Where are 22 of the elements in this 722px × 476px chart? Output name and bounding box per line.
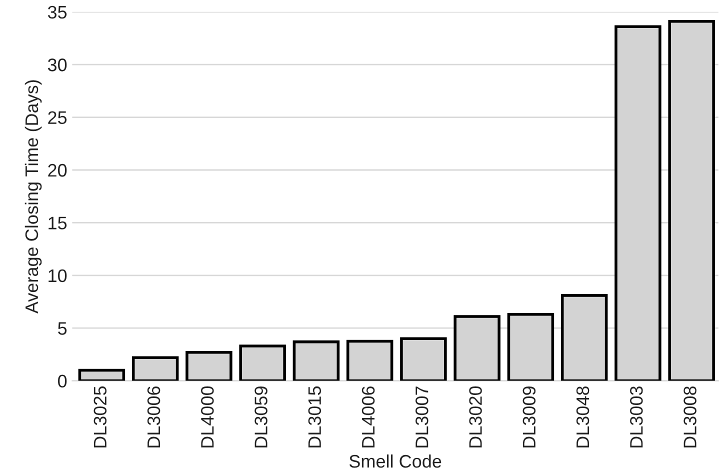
x-tick-label: DL3015: [308, 386, 322, 448]
y-tick-label: 10: [48, 269, 67, 282]
x-axis-title: Smell Code: [349, 454, 442, 468]
x-tick-label: DL3008: [684, 386, 696, 448]
y-tick-label: 25: [48, 111, 67, 124]
x-tick-label: DL3025: [94, 386, 107, 448]
y-tick-label: 15: [48, 216, 67, 230]
y-axis-title: Average Closing Time (Days): [24, 80, 42, 314]
x-tick-label: DL3009: [522, 386, 536, 448]
x-tick-label: DL3048: [576, 386, 590, 448]
y-tick-label: 5: [58, 322, 67, 335]
x-tick-label: DL4000: [201, 386, 214, 448]
x-tick-label: DL3020: [469, 386, 482, 448]
y-tick-label: 20: [48, 164, 67, 177]
x-tick-label: DL3006: [147, 386, 160, 448]
x-tick-label: DL3003: [630, 386, 643, 448]
y-tick-label: 0: [58, 374, 67, 388]
y-tick-label: 30: [48, 58, 67, 72]
x-tick-label: DL4006: [362, 386, 375, 448]
x-tick-label: DL3007: [416, 386, 428, 448]
y-tick-label: 35: [48, 6, 67, 19]
x-tick-label: DL3059: [254, 386, 268, 448]
